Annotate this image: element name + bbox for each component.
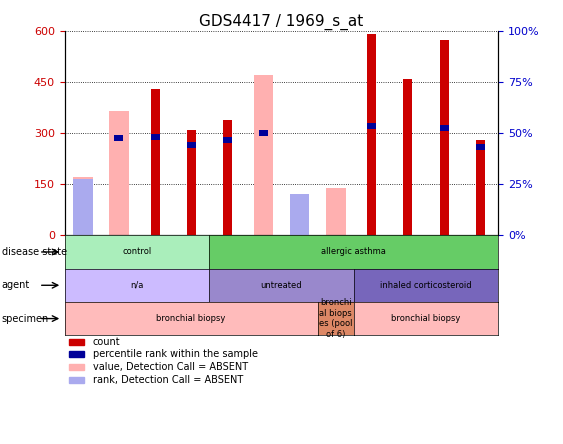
Bar	[73, 178, 93, 235]
Bar	[440, 125, 449, 131]
Bar	[109, 111, 129, 235]
Text: value, Detection Call = ABSENT: value, Detection Call = ABSENT	[93, 362, 248, 372]
Text: control: control	[122, 247, 151, 257]
Bar	[476, 144, 485, 150]
Bar	[289, 218, 310, 235]
Title: GDS4417 / 1969_s_at: GDS4417 / 1969_s_at	[199, 13, 364, 30]
Bar	[326, 188, 346, 235]
Bar	[69, 377, 84, 383]
Bar	[223, 119, 232, 235]
Bar	[73, 179, 93, 235]
Bar	[259, 130, 268, 136]
Text: bronchi
al biops
es (pool
of 6): bronchi al biops es (pool of 6)	[319, 298, 352, 339]
Text: n/a: n/a	[130, 281, 144, 290]
Text: untreated: untreated	[261, 281, 302, 290]
Text: allergic asthma: allergic asthma	[321, 247, 386, 257]
Bar	[150, 89, 159, 235]
Bar	[150, 134, 159, 140]
Text: percentile rank within the sample: percentile rank within the sample	[93, 349, 258, 359]
Bar	[114, 135, 123, 141]
Bar	[187, 130, 196, 235]
Text: disease state: disease state	[2, 247, 67, 257]
Bar	[289, 194, 310, 235]
Text: agent: agent	[2, 280, 30, 290]
Text: bronchial biopsy: bronchial biopsy	[391, 314, 461, 323]
Bar	[187, 142, 196, 148]
Text: specimen: specimen	[2, 313, 49, 324]
Bar	[404, 79, 413, 235]
Bar	[367, 35, 376, 235]
Bar	[476, 140, 485, 235]
Bar	[69, 338, 84, 345]
Bar	[253, 75, 274, 235]
Text: bronchial biopsy: bronchial biopsy	[157, 314, 226, 323]
Bar	[69, 364, 84, 370]
Text: count: count	[93, 337, 120, 347]
Text: rank, Detection Call = ABSENT: rank, Detection Call = ABSENT	[93, 375, 243, 385]
Bar	[69, 351, 84, 357]
Text: inhaled corticosteroid: inhaled corticosteroid	[380, 281, 472, 290]
Bar	[367, 123, 376, 130]
Bar	[223, 137, 232, 143]
Bar	[440, 40, 449, 235]
